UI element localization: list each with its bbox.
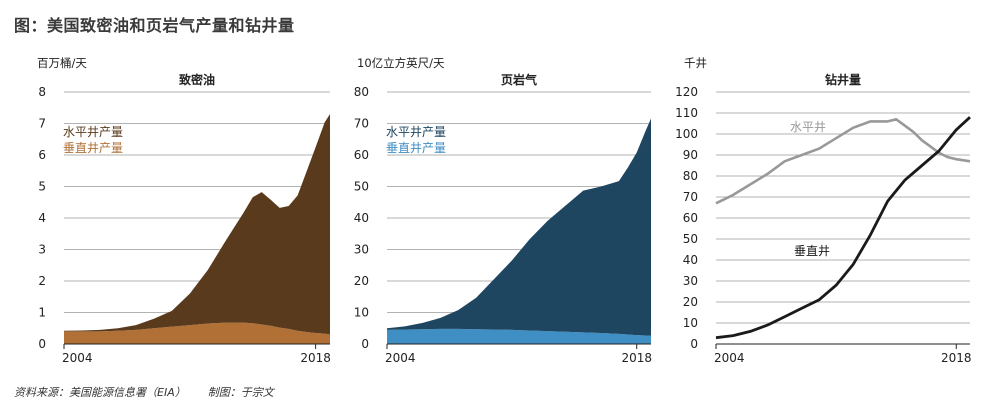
legend-label: 垂直井产量 <box>386 141 446 155</box>
y-tick-label: 0 <box>690 337 698 351</box>
y-tick-label: 30 <box>683 274 698 288</box>
page-title: 图：美国致密油和页岩气产量和钻井量 <box>14 16 295 35</box>
panel-title: 钻井量 <box>825 72 861 87</box>
x-tick-label: 2004 <box>62 351 93 365</box>
y-tick-label: 90 <box>683 148 698 162</box>
y-tick-label: 60 <box>683 211 698 225</box>
x-tick-label: 2004 <box>714 351 745 365</box>
y-tick-label: 6 <box>38 148 46 162</box>
y-unit-label: 千井 <box>684 56 707 70</box>
y-tick-label: 5 <box>38 180 46 194</box>
footer: 资料来源：美国能源信息署（EIA） 制图：于宗文 <box>14 384 296 400</box>
x-tick-label: 2018 <box>941 351 972 365</box>
y-tick-label: 40 <box>683 253 698 267</box>
x-tick-label: 2018 <box>621 351 652 365</box>
y-tick-label: 50 <box>354 180 369 194</box>
y-tick-label: 60 <box>354 148 369 162</box>
y-tick-label: 7 <box>38 117 46 131</box>
legend-label: 水平井产量 <box>63 125 123 139</box>
y-tick-label: 20 <box>354 274 369 288</box>
area-vertical-wells <box>387 328 651 344</box>
y-tick-label: 50 <box>683 232 698 246</box>
y-tick-label: 20 <box>683 295 698 309</box>
source-note: 资料来源：美国能源信息署（EIA） <box>14 386 186 399</box>
y-tick-label: 0 <box>361 337 369 351</box>
y-tick-label: 40 <box>354 211 369 225</box>
y-tick-label: 80 <box>683 169 698 183</box>
x-tick-label: 2004 <box>385 351 416 365</box>
legend-label: 垂直井产量 <box>63 141 123 155</box>
y-tick-label: 10 <box>683 316 698 330</box>
y-tick-label: 0 <box>38 337 46 351</box>
x-tick-label: 2018 <box>300 351 331 365</box>
credit-note: 制图：于宗文 <box>207 386 274 399</box>
y-unit-label: 10亿立方英尺/天 <box>357 56 445 70</box>
area-horizontal-wells <box>64 114 330 335</box>
panel-title: 致密油 <box>179 72 215 87</box>
y-tick-label: 70 <box>354 117 369 131</box>
legend-label: 水平井产量 <box>386 125 446 139</box>
series-label: 水平井 <box>790 120 826 134</box>
y-tick-label: 30 <box>354 243 369 257</box>
area-vertical-wells <box>64 322 330 344</box>
y-tick-label: 10 <box>354 306 369 320</box>
y-unit-label: 百万桶/天 <box>37 56 87 70</box>
series-label: 垂直井 <box>794 244 830 258</box>
y-tick-label: 80 <box>354 85 369 99</box>
panel-title: 页岩气 <box>501 72 537 87</box>
y-tick-label: 100 <box>675 127 698 141</box>
y-tick-label: 1 <box>38 306 46 320</box>
y-tick-label: 110 <box>675 106 698 120</box>
line-horizontal-wells <box>715 118 971 205</box>
y-tick-label: 70 <box>683 190 698 204</box>
y-tick-label: 4 <box>38 211 46 225</box>
area-horizontal-wells <box>387 118 651 336</box>
y-tick-label: 2 <box>38 274 46 288</box>
y-tick-label: 8 <box>38 85 46 99</box>
line-vertical-wells <box>715 116 971 340</box>
y-tick-label: 120 <box>675 85 698 99</box>
y-tick-label: 3 <box>38 243 46 257</box>
